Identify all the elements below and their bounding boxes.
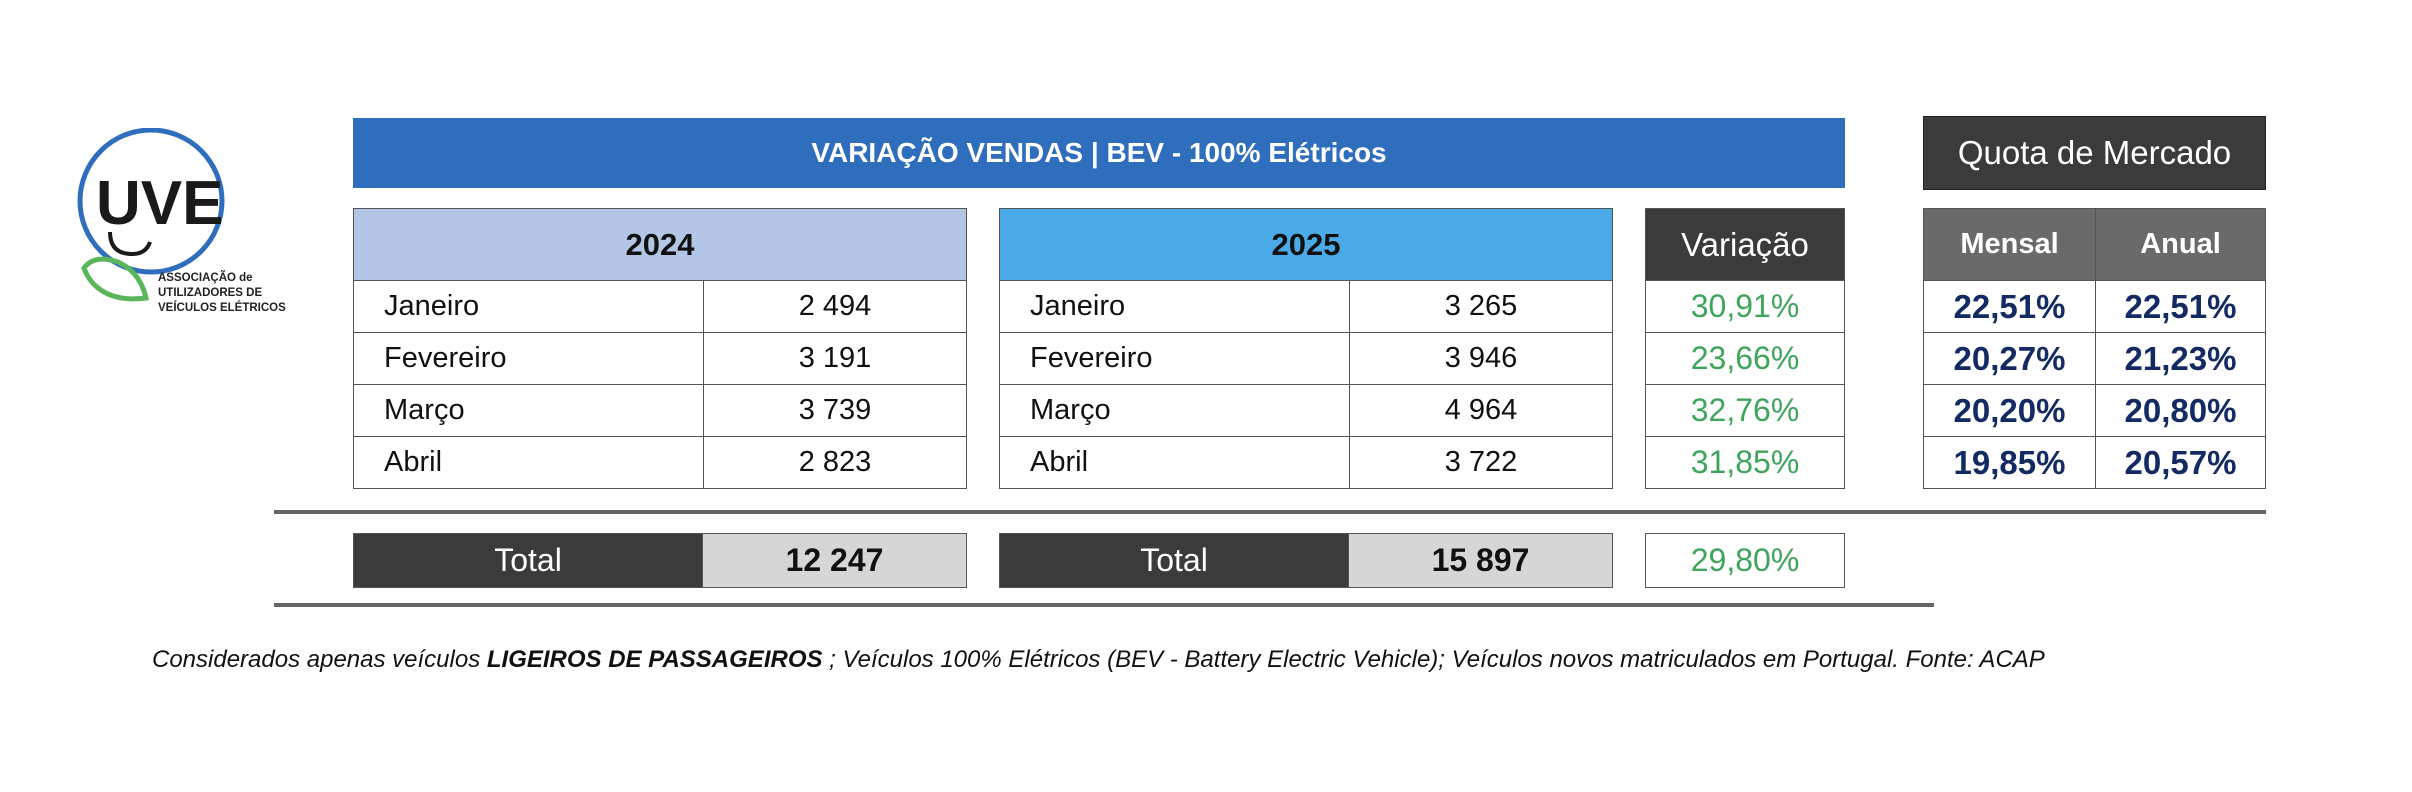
year-header-2024: 2024 <box>353 208 967 281</box>
table-row: 22,51% 22,51% <box>1923 280 2266 333</box>
total-value-2025: 15 897 <box>1348 533 1613 588</box>
sales-variation-banner: VARIAÇÃO VENDAS | BEV - 100% Elétricos <box>353 118 1845 188</box>
value-cell: 2 823 <box>703 436 967 489</box>
value-cell: 3 722 <box>1349 436 1613 489</box>
market-share-title: Quota de Mercado <box>1923 116 2266 190</box>
variation-header: Variação <box>1645 208 1845 281</box>
table-row: 23,66% <box>1645 332 1845 385</box>
table-row: 20,20% 20,80% <box>1923 384 2266 437</box>
separator-line <box>274 603 1934 607</box>
month-cell: Fevereiro <box>999 332 1350 385</box>
table-row: 32,76% <box>1645 384 1845 437</box>
table-row: Abril 3 722 <box>999 436 1613 489</box>
total-label-2025: Total <box>999 533 1349 588</box>
monthly-share-cell: 19,85% <box>1923 436 2096 489</box>
annual-share-cell: 21,23% <box>2095 332 2266 385</box>
table-row: Fevereiro 3 191 <box>353 332 967 385</box>
footnote-bold: LIGEIROS DE PASSAGEIROS <box>486 646 823 673</box>
table-row: 31,85% <box>1645 436 1845 489</box>
uve-logo: UVE ASSOCIAÇÃO de UTILIZADORES DE VEÍCUL… <box>70 127 300 328</box>
logo-org-line: ASSOCIAÇÃO de <box>158 272 253 284</box>
total-value-2024: 12 247 <box>702 533 967 588</box>
month-cell: Abril <box>353 436 704 489</box>
table-row: 30,91% <box>1645 280 1845 333</box>
monthly-share-cell: 20,20% <box>1923 384 2096 437</box>
value-cell: 3 191 <box>703 332 967 385</box>
month-cell: Fevereiro <box>353 332 704 385</box>
month-cell: Março <box>353 384 704 437</box>
variation-cell: 23,66% <box>1645 332 1845 385</box>
annual-share-header: Anual <box>2095 208 2266 281</box>
uve-logo-graphic: UVE <box>77 127 225 302</box>
monthly-share-cell: 22,51% <box>1923 280 2096 333</box>
table-row: Março 3 739 <box>353 384 967 437</box>
month-cell: Janeiro <box>353 280 704 333</box>
variation-cell: 31,85% <box>1645 436 1845 489</box>
table-row: Janeiro 2 494 <box>353 280 967 333</box>
logo-org-line: VEÍCULOS ELÉTRICOS <box>158 302 286 314</box>
variation-table: Variação 30,91% 23,66% 32,76% 31,85% <box>1645 208 1845 489</box>
monthly-share-cell: 20,27% <box>1923 332 2096 385</box>
table-row: Março 4 964 <box>999 384 1613 437</box>
value-cell: 2 494 <box>703 280 967 333</box>
year-header-2025: 2025 <box>999 208 1613 281</box>
value-cell: 3 946 <box>1349 332 1613 385</box>
annual-share-cell: 20,57% <box>2095 436 2266 489</box>
logo-org-name: ASSOCIAÇÃO de UTILIZADORES DE VEÍCULOS E… <box>158 271 286 316</box>
total-label-2024: Total <box>353 533 703 588</box>
value-cell: 3 265 <box>1349 280 1613 333</box>
total-variation: 29,80% <box>1645 533 1845 588</box>
table-row: Abril 2 823 <box>353 436 967 489</box>
variation-cell: 30,91% <box>1645 280 1845 333</box>
footnote-prefix: Considerados apenas veículos <box>152 646 487 673</box>
logo-acronym: UVE <box>96 169 223 238</box>
variation-cell: 32,76% <box>1645 384 1845 437</box>
value-cell: 4 964 <box>1349 384 1613 437</box>
table-row: Janeiro 3 265 <box>999 280 1613 333</box>
month-cell: Março <box>999 384 1350 437</box>
footnote-suffix: ; Veículos 100% Elétricos (BEV - Battery… <box>822 646 2045 673</box>
table-row: Fevereiro 3 946 <box>999 332 1613 385</box>
month-cell: Janeiro <box>999 280 1350 333</box>
annual-share-cell: 20,80% <box>2095 384 2266 437</box>
monthly-share-header: Mensal <box>1923 208 2096 281</box>
market-share-table: Mensal Anual 22,51% 22,51% 20,27% 21,23%… <box>1923 208 2266 489</box>
logo-org-line: UTILIZADORES DE <box>158 287 263 299</box>
table-2024: 2024 Janeiro 2 494 Fevereiro 3 191 Março… <box>353 208 967 489</box>
table-row: 20,27% 21,23% <box>1923 332 2266 385</box>
separator-line <box>274 510 2266 514</box>
table-2025: 2025 Janeiro 3 265 Fevereiro 3 946 Março… <box>999 208 1613 489</box>
value-cell: 3 739 <box>703 384 967 437</box>
table-row: 19,85% 20,57% <box>1923 436 2266 489</box>
annual-share-cell: 22,51% <box>2095 280 2266 333</box>
footnote: Considerados apenas veículos LIGEIROS DE… <box>152 646 2045 674</box>
month-cell: Abril <box>999 436 1350 489</box>
